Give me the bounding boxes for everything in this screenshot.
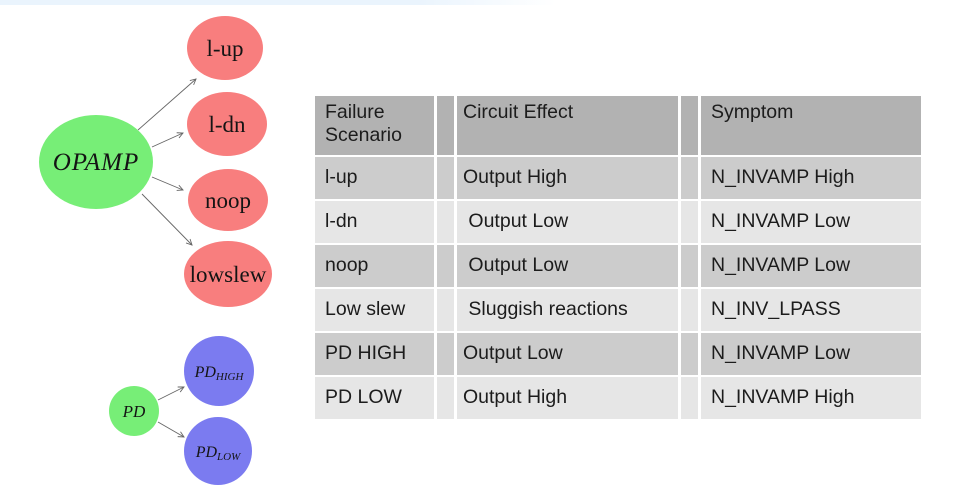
table-row: noop Output Low N_INVAMP Low [315, 245, 921, 287]
node-pd: PD [109, 386, 159, 436]
node-pd-label: PD [122, 402, 146, 421]
node-l-dn-shape [187, 92, 267, 156]
spacer-cell [437, 333, 454, 375]
arrow-pd-pdhigh [157, 386, 185, 401]
node-pd-high-shape [184, 336, 254, 406]
cell-effect: Output Low [457, 245, 678, 287]
cell-failure: Low slew [315, 289, 434, 331]
cell-failure: l-dn [315, 201, 434, 243]
table-row: PD HIGH Output Low N_INVAMP Low [315, 333, 921, 375]
arrow-opamp-lowslew [141, 193, 193, 246]
spacer-cell [681, 333, 698, 375]
node-pd-low: PDLOW [184, 417, 252, 485]
spacer-cell [437, 289, 454, 331]
spacer-cell [681, 377, 698, 419]
node-noop: noop [188, 169, 268, 231]
cell-failure: PD HIGH [315, 333, 434, 375]
fault-tree-diagram: OPAMP l-up l-dn noop lowslew PD PDHIGH [39, 16, 272, 485]
header-failure-scenario: Failure Scenario [315, 96, 434, 155]
spacer-cell [681, 201, 698, 243]
header-spacer-2 [681, 96, 698, 155]
spacer-cell [437, 377, 454, 419]
opamp-tree-arrows [137, 78, 197, 246]
node-l-up-shape [187, 16, 263, 80]
node-l-up-label: l-up [206, 36, 243, 61]
node-l-dn-label: l-dn [208, 112, 246, 137]
spacer-cell [437, 201, 454, 243]
node-opamp-label: OPAMP [53, 149, 139, 176]
node-lowslew-label: lowslew [190, 262, 267, 287]
table-row: l-up Output High N_INVAMP High [315, 157, 921, 199]
cell-failure: PD LOW [315, 377, 434, 419]
node-pd-high: PDHIGH [184, 336, 254, 406]
cell-effect: Output High [457, 377, 678, 419]
spacer-cell [681, 245, 698, 287]
header-symptom: Symptom [701, 96, 921, 155]
node-pd-shape [109, 386, 159, 436]
node-pd-low-label: PDLOW [195, 444, 241, 463]
node-opamp: OPAMP [39, 115, 153, 209]
cell-failure: l-up [315, 157, 434, 199]
cell-symptom: N_INVAMP Low [701, 333, 921, 375]
table-row: PD LOW Output High N_INVAMP High [315, 377, 921, 419]
cell-failure: noop [315, 245, 434, 287]
cell-effect: Output High [457, 157, 678, 199]
arrow-opamp-lup [137, 78, 197, 131]
failure-scenario-table: Failure Scenario Circuit Effect Symptom … [312, 94, 924, 421]
node-noop-label: noop [205, 188, 251, 213]
cell-effect: Sluggish reactions [457, 289, 678, 331]
node-noop-shape [188, 169, 268, 231]
cell-effect: Output Low [457, 333, 678, 375]
node-opamp-shape [39, 115, 153, 209]
node-lowslew: lowslew [184, 241, 272, 307]
table-row: Low slew Sluggish reactions N_INV_LPASS [315, 289, 921, 331]
node-l-up: l-up [187, 16, 263, 80]
header-spacer-1 [437, 96, 454, 155]
spacer-cell [681, 157, 698, 199]
cell-symptom: N_INVAMP High [701, 377, 921, 419]
arrow-opamp-noop [151, 176, 184, 191]
cell-effect: Output Low [457, 201, 678, 243]
node-lowslew-shape [184, 241, 272, 307]
spacer-cell [437, 157, 454, 199]
spacer-cell [681, 289, 698, 331]
node-l-dn: l-dn [187, 92, 267, 156]
node-pd-high-label: PDHIGH [194, 364, 245, 383]
cell-symptom: N_INV_LPASS [701, 289, 921, 331]
window-top-edge [0, 0, 556, 5]
cell-symptom: N_INVAMP Low [701, 201, 921, 243]
arrow-pd-pdlow [157, 421, 185, 438]
arrow-opamp-ldn [151, 132, 184, 148]
pd-tree-arrows [157, 386, 185, 438]
cell-symptom: N_INVAMP Low [701, 245, 921, 287]
node-pd-low-shape [184, 417, 252, 485]
table-row: l-dn Output Low N_INVAMP Low [315, 201, 921, 243]
cell-symptom: N_INVAMP High [701, 157, 921, 199]
spacer-cell [437, 245, 454, 287]
table-header-row: Failure Scenario Circuit Effect Symptom [315, 96, 921, 155]
header-circuit-effect: Circuit Effect [457, 96, 678, 155]
